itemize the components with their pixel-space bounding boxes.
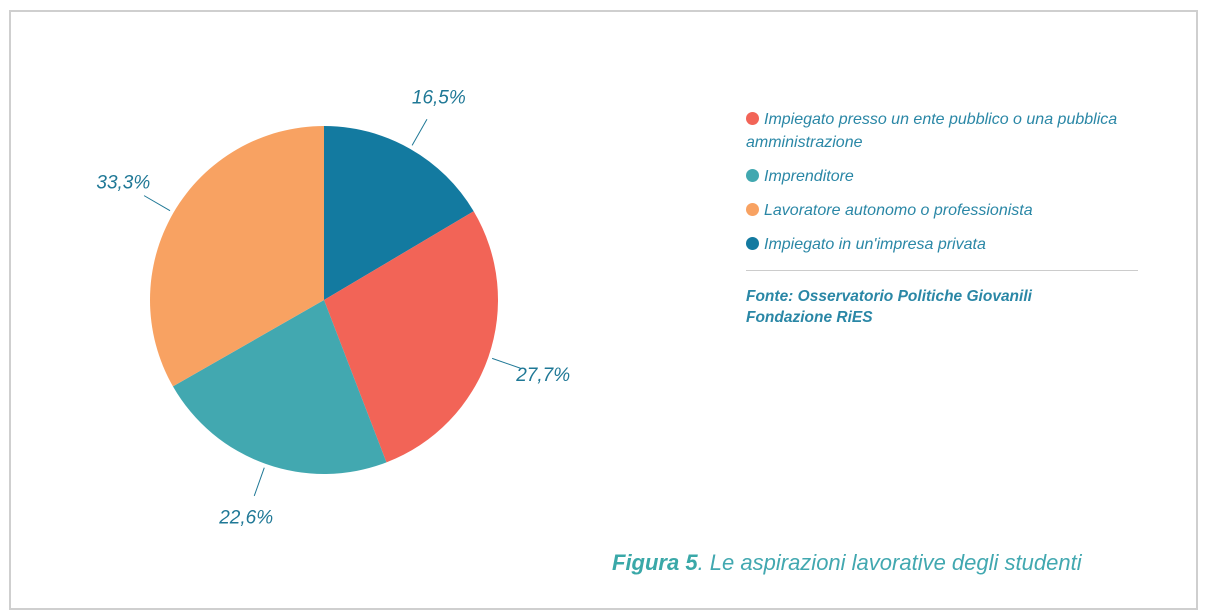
pie-slice	[324, 211, 498, 463]
legend-label: Impiegato presso un ente pubblico o una …	[746, 111, 1118, 151]
legend-item: Impiegato in un'impresa privata	[746, 233, 1138, 256]
pie-slice	[324, 126, 474, 300]
legend-item: Imprenditore	[746, 165, 1138, 188]
legend-item: Lavoratore autonomo o professionista	[746, 199, 1138, 222]
source: Fondazione RiES	[746, 309, 873, 326]
legend-swatch	[746, 237, 759, 250]
pie-slice	[172, 300, 387, 474]
leader-line	[253, 467, 265, 497]
chart: 16,5% 27,7% 22,6% 33,3%	[96, 87, 570, 529]
caption-number: Figura 5	[612, 550, 698, 575]
page: 16,5% 27,7% 22,6% 33,3% Impiegato presso un…	[9, 10, 1198, 610]
leader-line	[491, 357, 521, 369]
legend-item: Impiegato presso un ente pubblico o una …	[746, 108, 1138, 154]
leader-line	[143, 195, 171, 212]
legend-swatch	[746, 203, 759, 216]
pie-slice	[149, 126, 324, 387]
data-label: 16,5%	[412, 87, 466, 108]
legend-swatch	[746, 169, 759, 182]
separator	[746, 270, 1138, 271]
legend-label: Lavoratore autonomo o professionista	[764, 202, 1033, 219]
source: Fonte: Osservatorio Politiche Giovanili	[746, 288, 1032, 305]
data-label: 27,7%	[515, 365, 570, 386]
caption-text: . Le aspirazioni lavorative degli studen…	[697, 550, 1082, 575]
leader-line	[411, 119, 428, 146]
legend-swatch	[746, 112, 759, 125]
legend-label: Imprenditore	[764, 168, 854, 185]
legend-label: Impiegato in un'impresa privata	[764, 236, 986, 253]
caption: Figura 5. Le aspirazioni lavorative degl…	[612, 550, 1082, 576]
data-label: 22,6%	[218, 508, 273, 529]
data-label: 33,3%	[96, 173, 150, 194]
legend: Impiegato presso un ente pubblico o una …	[746, 108, 1138, 328]
